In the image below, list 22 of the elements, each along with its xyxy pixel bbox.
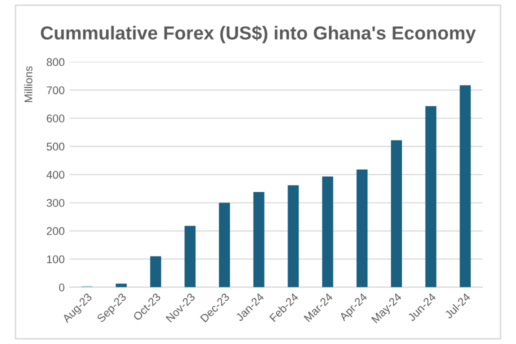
y-tick-label: 200 [46, 227, 64, 236]
y-tick-label: 100 [47, 255, 64, 264]
bar [218, 202, 230, 288]
bar [184, 226, 196, 288]
bar [425, 106, 436, 288]
bar [253, 192, 264, 288]
y-tick-label: 400 [46, 170, 64, 179]
y-axis-title: Millions [24, 66, 32, 102]
bar [390, 140, 402, 288]
chart-title: Cummulative Forex (US$) into Ghana's Economy [40, 25, 476, 44]
bar [322, 176, 334, 288]
y-tick-label: 500 [46, 142, 64, 151]
bar [150, 256, 162, 288]
y-tick-label: 600 [46, 114, 64, 122]
bar [460, 85, 471, 288]
bar [116, 284, 127, 288]
y-tick-label: 700 [46, 86, 64, 94]
bar [288, 185, 299, 288]
y-tick-label: 0 [59, 284, 64, 292]
y-tick-label: 800 [46, 58, 64, 66]
y-tick-label: 300 [46, 199, 64, 207]
bar [356, 170, 368, 288]
